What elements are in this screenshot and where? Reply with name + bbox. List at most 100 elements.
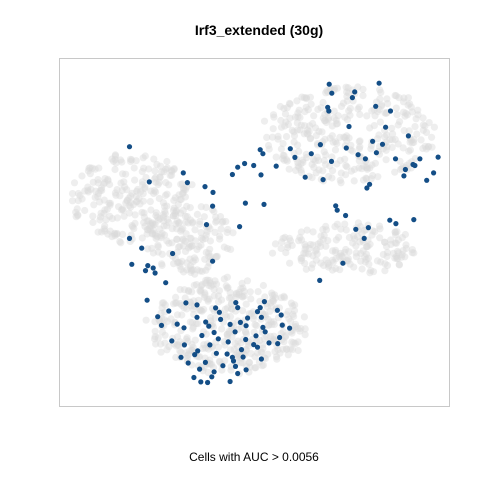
high-auc-cell-point (192, 352, 198, 358)
background-cell-point (170, 260, 178, 268)
high-auc-cell-point (202, 359, 208, 365)
background-cell-point (406, 100, 414, 108)
background-cell-point (391, 168, 399, 176)
background-cell-point (371, 159, 379, 167)
background-cell-point (322, 118, 330, 127)
background-cell-point (369, 227, 377, 235)
background-cell-point (119, 206, 127, 214)
background-cell-point (331, 248, 340, 256)
background-cell-point (361, 258, 369, 266)
background-cell-point (158, 299, 166, 307)
background-cell-point (214, 292, 223, 300)
background-cell-point (165, 219, 173, 227)
background-cell-point (94, 176, 102, 184)
background-cell-point (324, 116, 332, 124)
background-cell-point (332, 236, 340, 244)
background-cell-point (147, 222, 155, 230)
background-cell-point (117, 239, 125, 247)
background-cell-point (206, 252, 215, 260)
high-auc-cell-point (243, 336, 249, 343)
background-cell-point (289, 310, 297, 318)
background-cell-point (207, 282, 215, 290)
high-auc-cell-point (243, 323, 249, 329)
background-cell-point (163, 346, 171, 354)
background-cell-point (177, 209, 185, 217)
background-cell-point (332, 265, 340, 273)
background-cell-point (242, 345, 250, 354)
background-cell-point (329, 167, 337, 175)
background-cell-point (357, 249, 365, 258)
high-auc-cell-point (152, 270, 158, 276)
high-auc-cell-point (209, 374, 215, 380)
background-cell-point (181, 247, 190, 255)
background-cell-point (392, 231, 400, 239)
background-cell-point (126, 155, 135, 163)
background-cell-point (112, 159, 120, 167)
background-cell-point (197, 288, 205, 296)
background-cell-point (198, 280, 206, 289)
background-cell-point (322, 226, 330, 234)
background-cell-point (157, 340, 165, 348)
high-auc-cell-point (254, 309, 261, 315)
background-cell-point (356, 137, 364, 145)
high-auc-cell-point (181, 342, 187, 348)
background-cell-point (322, 151, 330, 159)
high-auc-cell-point (142, 268, 149, 274)
background-cell-point (295, 106, 303, 114)
background-cell-point (101, 227, 109, 235)
background-cell-point (362, 255, 370, 264)
background-cell-point (329, 258, 337, 266)
background-cell-point (190, 254, 198, 262)
background-cell-point (161, 301, 169, 309)
background-cell-point (333, 139, 341, 148)
background-cell-point (257, 348, 265, 356)
background-cell-point (205, 295, 213, 303)
background-cell-point (116, 192, 124, 200)
background-cell-point (237, 359, 245, 367)
background-cell-point (95, 189, 103, 197)
background-cell-point (100, 196, 108, 204)
background-cell-point (310, 112, 318, 120)
background-cell-point (381, 109, 389, 117)
background-cell-point (284, 351, 292, 359)
background-cell-point (331, 138, 340, 146)
background-cell-point (279, 140, 287, 148)
background-cell-point (282, 332, 290, 340)
background-cell-point (127, 192, 135, 200)
background-cell-point (282, 345, 290, 353)
background-cell-point (258, 362, 266, 370)
background-cell-point (362, 174, 370, 182)
background-cell-point (184, 351, 192, 359)
background-cell-point (355, 138, 363, 146)
background-cell-point (188, 288, 196, 296)
background-cell-point (319, 114, 327, 122)
background-cell-point (209, 281, 217, 289)
background-cell-point (190, 281, 198, 289)
background-cell-point (399, 98, 408, 106)
background-cell-point (263, 303, 271, 311)
background-cell-point (216, 213, 225, 221)
background-cell-point (191, 226, 199, 234)
background-cell-point (152, 209, 160, 217)
background-cell-point (150, 189, 158, 197)
background-cell-point (177, 265, 185, 273)
background-cell-point (111, 232, 119, 240)
background-cell-point (288, 346, 297, 354)
background-cell-point (189, 219, 197, 227)
high-auc-cell-point (376, 80, 382, 86)
background-cell-point (136, 200, 144, 208)
background-cell-point (173, 311, 182, 319)
background-cell-point (160, 299, 168, 307)
background-cell-point (161, 191, 170, 199)
high-auc-cell-point (405, 133, 411, 139)
background-cell-point (180, 304, 188, 312)
high-auc-cell-point (352, 89, 358, 95)
background-cell-point (141, 184, 149, 192)
background-cell-point (151, 167, 159, 175)
background-cell-point (268, 289, 276, 297)
background-cell-point (301, 108, 309, 116)
high-auc-cell-point (232, 363, 239, 369)
high-auc-cell-point (225, 339, 231, 345)
background-cell-point (81, 206, 89, 215)
background-cell-point (223, 284, 231, 292)
